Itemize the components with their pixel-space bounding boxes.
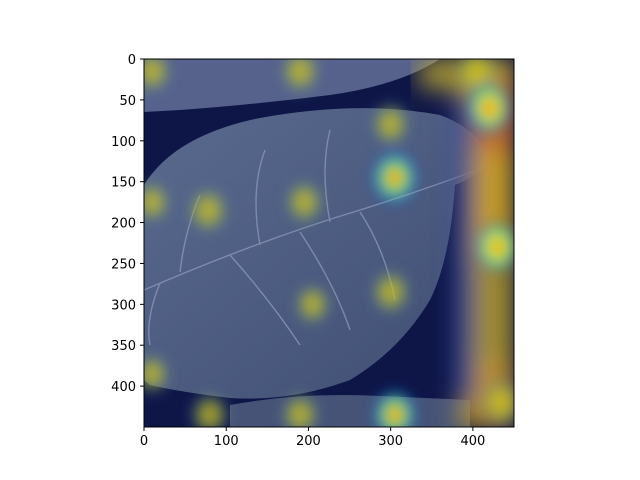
bottom-leaf-shape: [230, 395, 470, 427]
heatmap-hotspot: [144, 350, 173, 398]
x-tick-label: 200: [296, 434, 321, 449]
heatmap-hotspot: [144, 59, 175, 97]
x-tick-label: 0: [140, 434, 148, 449]
heatmap-hotspot: [473, 219, 514, 276]
heatmap-hotspot: [187, 389, 233, 427]
heatmap-hotspot: [368, 147, 421, 208]
y-tick-label: 400: [111, 380, 136, 395]
y-tick-label: 350: [111, 339, 136, 354]
x-tick-label: 100: [214, 434, 239, 449]
heatmap-hotspot: [291, 280, 334, 329]
y-tick-label: 50: [119, 94, 136, 109]
heatmap-image: [144, 59, 514, 427]
heatmap-hotspot: [277, 389, 323, 427]
y-tick-label: 300: [111, 298, 136, 313]
heatmap-hotspot: [367, 265, 414, 319]
y-tick-label: 0: [128, 53, 136, 68]
heatmap-hotspot: [277, 59, 324, 98]
axes-frame: [143, 58, 515, 428]
y-tick-label: 250: [111, 257, 136, 272]
heatmap-hotspot: [477, 375, 514, 427]
x-tick-label: 300: [378, 434, 403, 449]
heatmap-hotspots: [144, 59, 514, 427]
heatmap-hotspot: [370, 386, 420, 427]
heatmap-hotspot: [368, 98, 414, 151]
x-tick-label: 400: [460, 434, 485, 449]
heatmap-hotspot: [281, 176, 327, 228]
y-tick-label: 100: [111, 135, 136, 150]
heatmap-hotspot: [463, 78, 514, 138]
y-tick-label: 150: [111, 176, 136, 191]
x-axis: 0 100 200 300 400: [140, 427, 485, 449]
y-tick-label: 200: [111, 217, 136, 232]
y-axis: 0 50 100 150 200 250 300 350 400: [111, 53, 144, 395]
heatmap-hotspot: [144, 178, 174, 227]
heatmap-hotspot: [184, 183, 232, 238]
